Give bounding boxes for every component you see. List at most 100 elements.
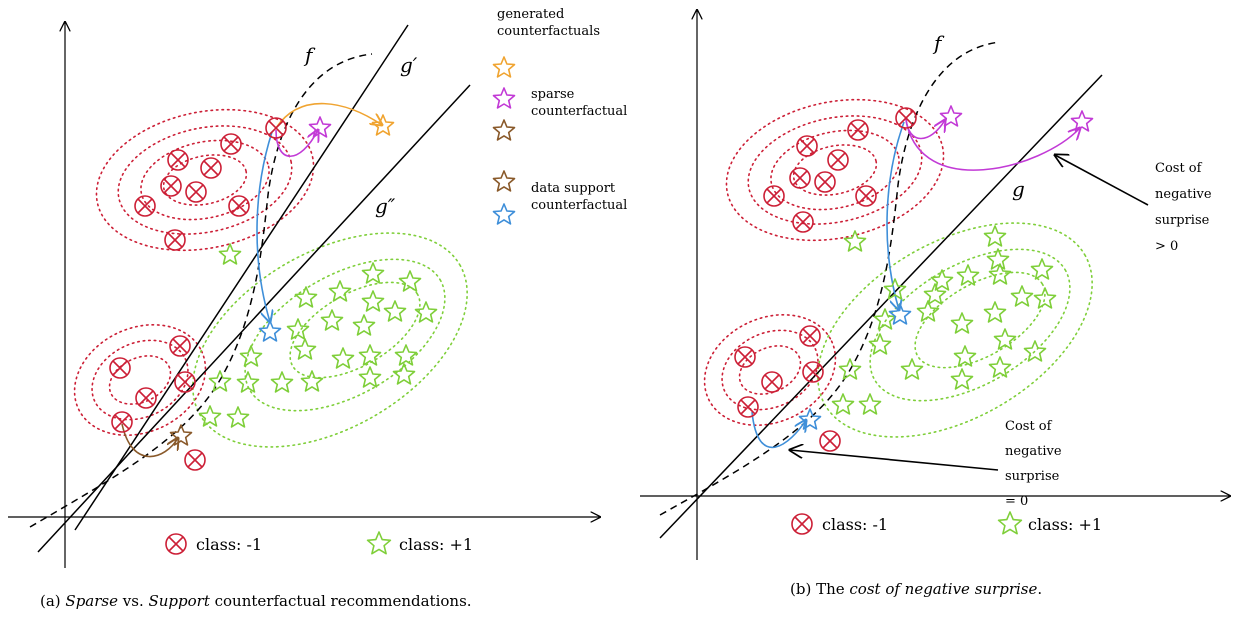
circled-times-icon <box>761 371 783 393</box>
star-icon <box>361 290 385 312</box>
star-icon <box>492 203 516 225</box>
negative-points-a <box>109 117 287 471</box>
star-icon <box>1030 258 1054 280</box>
star-icon <box>983 225 1007 247</box>
circled-times-icon <box>200 157 222 179</box>
label-f-b: f <box>932 31 945 55</box>
cost-pos-1: Cost of <box>1155 161 1203 176</box>
star-icon <box>1010 285 1034 307</box>
circled-times-icon <box>174 371 196 393</box>
star-icon <box>838 358 862 380</box>
circled-times-icon <box>799 325 821 347</box>
star-icon <box>492 56 516 78</box>
legend-sparse-1: sparse <box>531 87 575 102</box>
circled-times-icon <box>895 107 917 129</box>
star-icon <box>198 405 222 427</box>
star-icon <box>953 345 977 367</box>
circled-times-icon <box>134 195 156 217</box>
cost-zero-2: negative <box>1005 444 1062 459</box>
arrow-brown <box>121 423 178 458</box>
caption-a: (a) Sparse vs. Support counterfactual re… <box>40 592 472 610</box>
legend-neg-icon-a <box>165 533 187 555</box>
legend-support-2: counterfactual <box>531 198 627 213</box>
star-icon <box>1033 287 1057 309</box>
star-icon <box>492 170 516 192</box>
star-icon <box>358 366 382 388</box>
legend-stars-a <box>492 56 516 225</box>
cost-zero-1: Cost of <box>1005 419 1053 434</box>
star-icon <box>1070 110 1094 132</box>
arrow-blue-b <box>886 121 905 310</box>
star-icon <box>226 406 250 428</box>
star-icon <box>361 262 385 284</box>
cost-pos-2: negative <box>1155 187 1212 202</box>
star-icon <box>352 314 376 336</box>
star-icon <box>366 531 392 555</box>
label-g-double-prime: g″ <box>375 194 396 218</box>
star-icon <box>286 318 310 340</box>
star-icon <box>398 270 422 292</box>
red-contours <box>73 108 315 436</box>
circled-times-icon <box>734 346 756 368</box>
star-icon <box>394 344 418 366</box>
legend-class-neg-a: class: -1 <box>196 535 262 554</box>
circled-times-icon <box>184 449 206 471</box>
star-icon <box>371 114 395 136</box>
star-icon <box>888 303 912 325</box>
cost-pointer-zero <box>790 450 999 471</box>
legend-support-1: data support <box>531 181 616 196</box>
circled-times-icon <box>164 229 186 251</box>
star-icon <box>930 269 954 291</box>
cost-zero-3: surprise <box>1005 469 1060 484</box>
star-icon <box>300 370 324 392</box>
legend-title-2: counterfactuals <box>497 24 600 39</box>
arrow-orange <box>275 102 382 129</box>
circled-times-icon <box>792 211 814 233</box>
star-icon <box>294 286 318 308</box>
star-icon <box>923 283 947 305</box>
red-contours-b <box>703 98 945 426</box>
curve-f-b <box>659 41 1001 516</box>
star-icon <box>328 280 352 302</box>
star-icon <box>997 511 1023 535</box>
line-g-prime <box>74 24 409 531</box>
cost-pointer-positive <box>1055 155 1149 206</box>
star-icon <box>858 393 882 415</box>
star-icon <box>293 338 317 360</box>
star-icon <box>414 301 438 323</box>
star-icon <box>308 116 332 138</box>
legend-class-pos-b: class: +1 <box>1028 515 1102 534</box>
star-icon <box>916 300 940 322</box>
label-g-prime: g′ <box>400 53 418 77</box>
legend-title-1: generated <box>497 7 564 22</box>
star-icon <box>270 371 294 393</box>
star-icon <box>208 370 232 392</box>
line-g-double-prime <box>37 84 471 553</box>
circled-times-icon <box>737 396 759 418</box>
cost-pos-4: > 0 <box>1155 239 1178 254</box>
arrow-blue <box>256 131 272 322</box>
cost-zero-4: = 0 <box>1005 494 1028 509</box>
circled-times-icon <box>819 430 841 452</box>
star-icon <box>831 393 855 415</box>
star-icon <box>258 320 282 342</box>
circled-times-icon <box>220 133 242 155</box>
circled-times-icon <box>169 335 191 357</box>
star-icon <box>358 344 382 366</box>
star-icon <box>392 363 416 385</box>
star-icon <box>218 243 242 265</box>
line-g <box>659 74 1103 539</box>
star-icon <box>993 328 1017 350</box>
legend-neg-icon-b <box>791 513 813 535</box>
star-icon <box>169 424 193 446</box>
arrow-purple <box>275 130 318 158</box>
star-icon <box>986 248 1010 270</box>
circled-times-icon <box>160 175 182 197</box>
legend-class-pos-a: class: +1 <box>399 535 473 554</box>
star-icon <box>983 301 1007 323</box>
legend-sparse-2: counterfactual <box>531 104 627 119</box>
star-icon <box>873 308 897 330</box>
cost-pos-3: surprise <box>1155 213 1210 228</box>
panel-a: f g′ g″ generated counterfactuals sparse… <box>8 7 627 568</box>
